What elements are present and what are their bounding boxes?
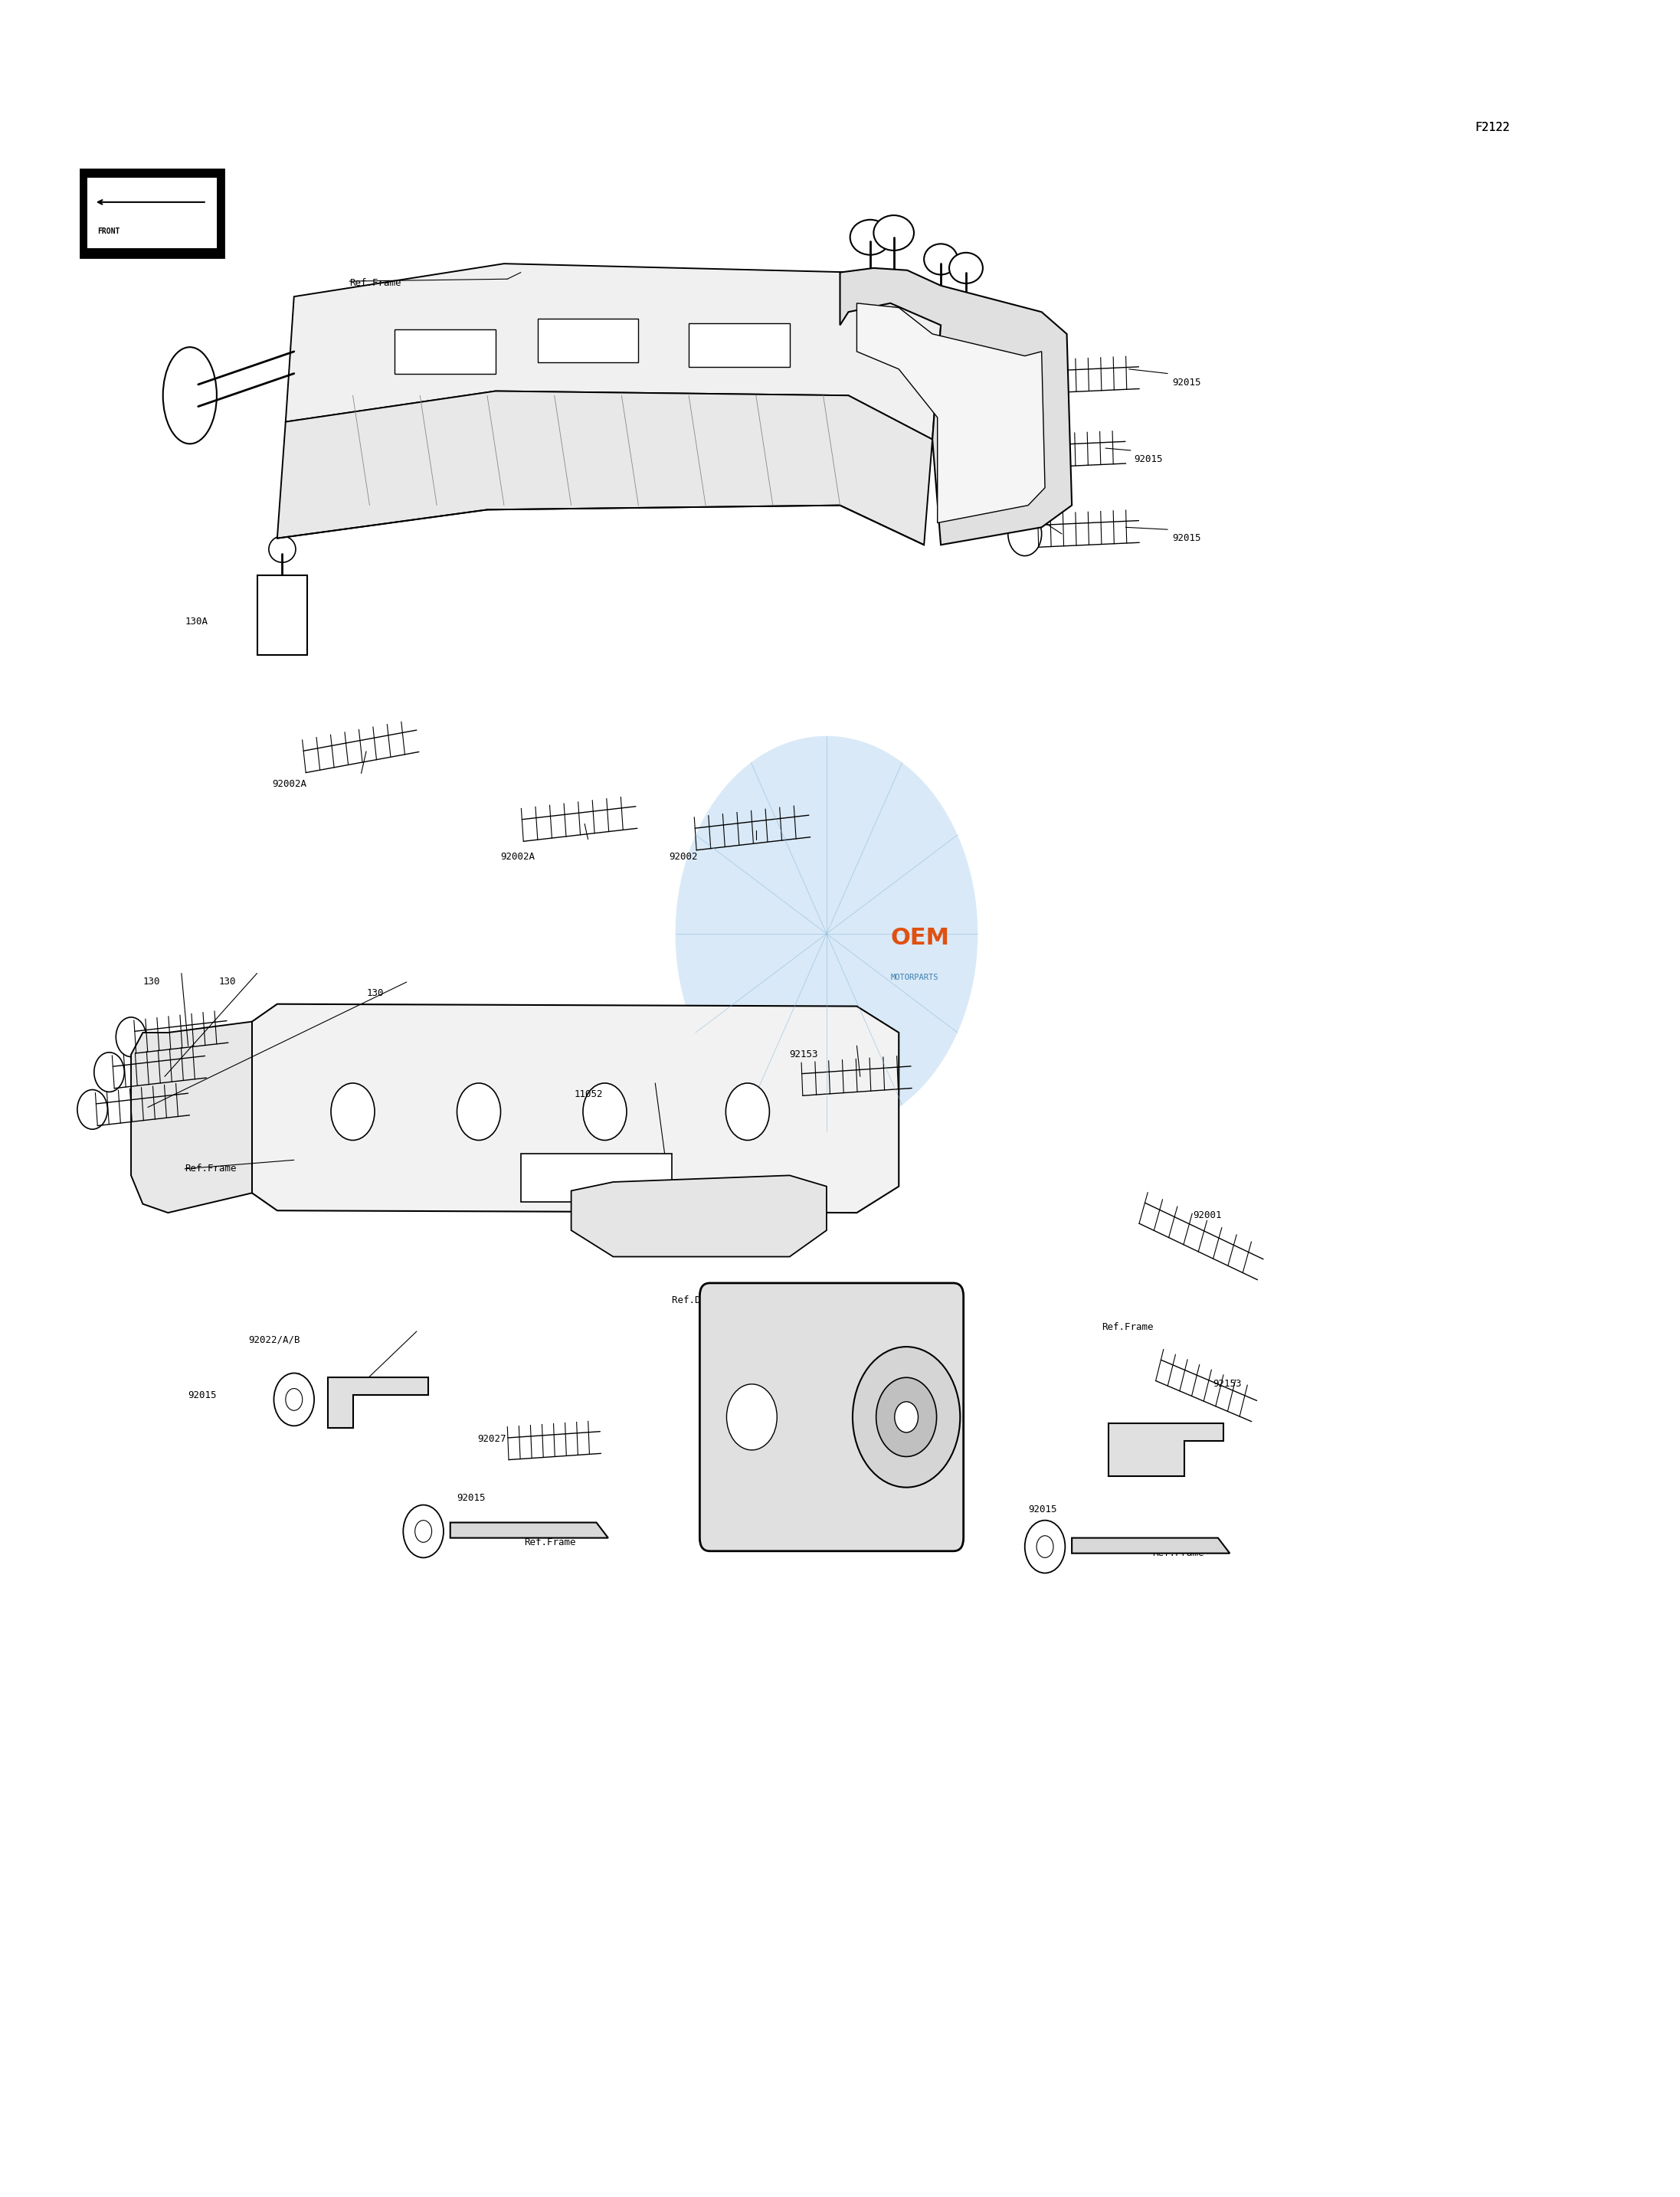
Text: 92153: 92153 (1213, 1380, 1242, 1389)
FancyBboxPatch shape (699, 1283, 964, 1551)
Circle shape (1037, 1536, 1053, 1558)
Circle shape (286, 1389, 302, 1410)
Text: 92015: 92015 (1134, 455, 1163, 464)
Text: Ref.Frame: Ref.Frame (1102, 1323, 1154, 1331)
Circle shape (274, 1373, 314, 1426)
Circle shape (415, 1520, 432, 1542)
Circle shape (877, 1378, 936, 1457)
Text: Ref.Frame: Ref.Frame (524, 1538, 576, 1547)
Bar (521, 1153, 672, 1202)
Circle shape (1025, 1520, 1065, 1573)
Circle shape (852, 1347, 961, 1487)
Ellipse shape (163, 347, 217, 444)
Text: 11052: 11052 (575, 1090, 603, 1098)
Polygon shape (286, 264, 941, 439)
Text: 92015: 92015 (457, 1494, 486, 1503)
Circle shape (675, 736, 978, 1131)
Ellipse shape (924, 244, 958, 275)
Polygon shape (538, 319, 638, 363)
Text: 92002: 92002 (669, 852, 697, 861)
Circle shape (457, 1083, 501, 1140)
Text: 130: 130 (366, 989, 383, 997)
Ellipse shape (995, 433, 1028, 477)
Ellipse shape (269, 536, 296, 562)
Ellipse shape (116, 1017, 146, 1057)
Text: F2122: F2122 (1475, 121, 1510, 134)
Polygon shape (1072, 1538, 1230, 1553)
Polygon shape (689, 323, 790, 367)
Circle shape (331, 1083, 375, 1140)
Text: 92001: 92001 (1193, 1211, 1221, 1219)
Polygon shape (328, 1378, 428, 1428)
Text: 130A: 130A (185, 617, 208, 626)
Polygon shape (277, 391, 932, 545)
Bar (257, 576, 307, 655)
Circle shape (583, 1083, 627, 1140)
Text: OEM: OEM (890, 927, 949, 949)
Circle shape (726, 1083, 769, 1140)
Polygon shape (450, 1523, 608, 1538)
Text: Ref.Frame: Ref.Frame (185, 1164, 237, 1173)
Circle shape (403, 1505, 444, 1558)
Text: 130: 130 (218, 978, 235, 986)
Text: 92002A: 92002A (501, 852, 536, 861)
Ellipse shape (850, 220, 890, 255)
Polygon shape (395, 330, 496, 373)
Polygon shape (571, 1175, 827, 1257)
Ellipse shape (874, 215, 914, 250)
Text: 92022/A/B: 92022/A/B (249, 1336, 301, 1345)
Ellipse shape (1008, 358, 1042, 402)
Ellipse shape (949, 253, 983, 283)
Polygon shape (840, 268, 1072, 545)
Ellipse shape (77, 1090, 108, 1129)
Polygon shape (857, 303, 1045, 523)
Text: 92015: 92015 (1028, 1505, 1057, 1514)
Ellipse shape (94, 1052, 124, 1092)
Circle shape (894, 1402, 917, 1432)
Text: Ref.Drive Shaft-Front: Ref.Drive Shaft-Front (672, 1296, 793, 1305)
Text: MOTORPARTS: MOTORPARTS (890, 973, 937, 982)
Polygon shape (252, 1004, 899, 1213)
Text: Ref.Frame: Ref.Frame (1152, 1549, 1205, 1558)
Text: Ref.Frame: Ref.Frame (349, 279, 402, 288)
Bar (81, 169, 223, 257)
Text: F2122: F2122 (1475, 121, 1510, 134)
Polygon shape (131, 1022, 252, 1213)
Text: 92015: 92015 (1173, 378, 1201, 387)
Bar (87, 178, 217, 248)
Circle shape (727, 1384, 776, 1450)
Text: 92015: 92015 (1173, 534, 1201, 543)
Text: 92027: 92027 (477, 1435, 506, 1443)
Text: 92002A: 92002A (272, 780, 307, 789)
Text: 92153: 92153 (790, 1050, 818, 1059)
Text: 92015: 92015 (188, 1391, 217, 1399)
Text: 130: 130 (143, 978, 160, 986)
Polygon shape (1109, 1424, 1223, 1476)
Text: FRONT: FRONT (97, 228, 119, 235)
Ellipse shape (1008, 512, 1042, 556)
